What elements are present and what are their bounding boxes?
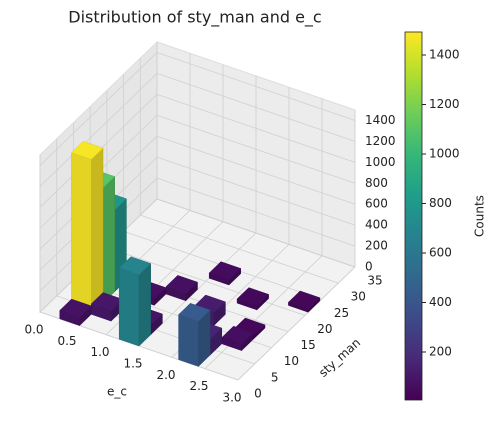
- x-tick-label: 2.5: [189, 379, 208, 393]
- colorbar-tick-label: 200: [429, 344, 452, 358]
- grid-line: [156, 52, 356, 121]
- y-tick-label: 35: [367, 274, 382, 288]
- bar-top: [178, 303, 211, 322]
- grid-line: [156, 198, 356, 268]
- bar-side: [138, 262, 151, 347]
- colorbar: [404, 31, 423, 401]
- colorbar-label: Counts: [473, 195, 487, 237]
- grid-line: [39, 73, 158, 187]
- x-tick-label: 1.0: [90, 345, 109, 359]
- colorbar-tick-label: 1200: [429, 97, 460, 111]
- bar-top: [118, 256, 152, 276]
- z-tick-label: 0: [365, 260, 373, 274]
- colorbar-tick-label: 600: [429, 245, 452, 259]
- colorbar-tick-label: 1400: [429, 48, 460, 62]
- bar-top: [208, 261, 242, 281]
- bar-top: [165, 275, 198, 294]
- grid-line: [156, 93, 356, 163]
- z-tick-label: 1200: [365, 134, 396, 148]
- bar-top: [287, 290, 321, 310]
- z-tick-label: 1000: [365, 155, 396, 169]
- y-tick-label: 15: [301, 338, 316, 352]
- bar-top: [71, 141, 104, 160]
- colorbar-tick-label: 1000: [429, 147, 460, 161]
- x-tick-label: 1.5: [123, 357, 142, 371]
- bar-front: [118, 267, 140, 347]
- y-tick-label: 0: [254, 387, 262, 401]
- x-tick-label: 3.0: [222, 391, 241, 405]
- x-tick-label: 2.0: [156, 368, 175, 382]
- x-axis-label: e_c: [107, 385, 127, 399]
- y-tick-label: 10: [284, 354, 299, 368]
- grid-line: [156, 135, 356, 205]
- grid-line: [39, 52, 158, 166]
- bar-side: [91, 147, 104, 315]
- z-tick-label: 800: [365, 176, 388, 190]
- bar-side: [102, 175, 115, 304]
- grid-line: [204, 255, 323, 369]
- z-tick-label: 200: [365, 239, 388, 253]
- z-tick-label: 1400: [365, 113, 396, 127]
- colorbar-tick-label: 800: [429, 196, 452, 210]
- bar-front: [178, 314, 199, 367]
- grid-line: [106, 247, 305, 316]
- x-tick-label: 0.5: [57, 334, 76, 348]
- y-tick-label: 5: [271, 370, 279, 384]
- z-tick-label: 400: [365, 218, 388, 232]
- bar-top: [236, 287, 270, 306]
- grid-line: [156, 114, 356, 184]
- grid-line: [237, 266, 356, 381]
- colorbar-tick-label: 400: [429, 295, 452, 309]
- x-tick-label: 0.0: [24, 323, 43, 337]
- z-tick-label: 600: [365, 197, 388, 211]
- y-axis-label: sty_man: [316, 335, 363, 379]
- bar-top: [59, 298, 92, 318]
- y-tick-label: 20: [317, 322, 332, 336]
- bar-top: [221, 325, 254, 345]
- bar-front: [71, 152, 92, 315]
- grid-line: [156, 177, 356, 247]
- y-tick-label: 25: [334, 306, 349, 320]
- y-tick-label: 30: [351, 290, 366, 304]
- grid-line: [140, 214, 339, 284]
- grid-line: [156, 156, 356, 226]
- grid-line: [156, 73, 356, 142]
- chart-title: Distribution of sty_man and e_c: [68, 8, 321, 28]
